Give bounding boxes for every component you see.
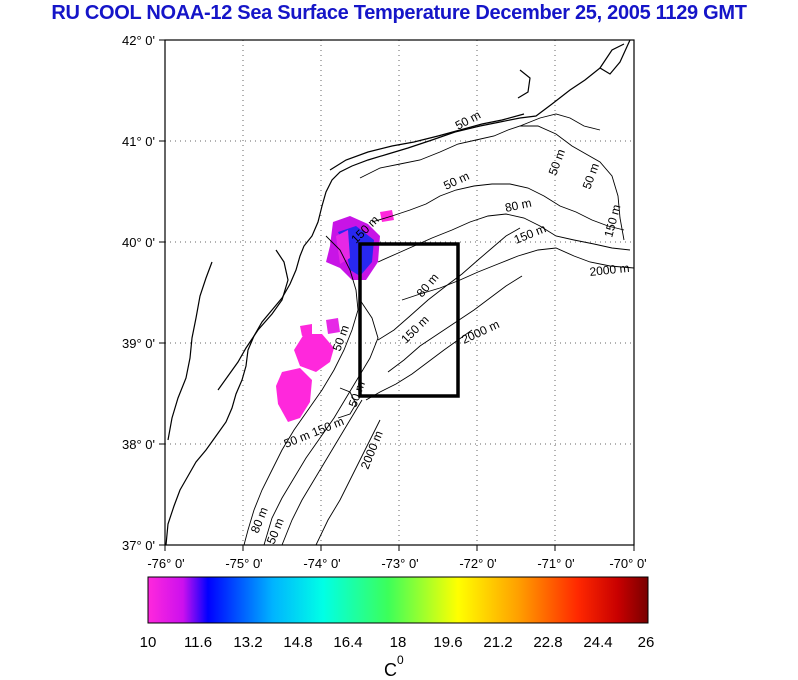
lon-label: -70° 0': [609, 556, 646, 571]
colorbar-tick-label: 13.2: [233, 634, 262, 651]
colorbar-tick-label: 26: [638, 634, 655, 651]
contour-150m-slope: [281, 399, 363, 545]
contour-label: 2000 m: [589, 261, 630, 279]
contour-80m: [371, 183, 625, 231]
lat-label: 40° 0': [122, 235, 155, 250]
colorbar-tick-label: 10: [140, 634, 157, 651]
longitude-labels: -76° 0' -75° 0' -74° 0' -73° 0' -72° 0' …: [147, 556, 646, 571]
lon-label: -75° 0': [225, 556, 262, 571]
lat-label: 39° 0': [122, 336, 155, 351]
contour-2000m-slope: [387, 275, 523, 373]
contour-shelf-ripple: [365, 329, 473, 401]
colorbar-tick-label: 16.4: [333, 634, 362, 651]
colorbar-tick-label: 24.4: [583, 634, 612, 651]
contour-bay-1: [337, 387, 357, 419]
colorbar-tick-label: 21.2: [483, 634, 512, 651]
colorbar-tick-label: 14.8: [283, 634, 312, 651]
lat-label: 41° 0': [122, 134, 155, 149]
latitude-labels: 42° 0' 41° 0' 40° 0' 39° 0' 38° 0' 37° 0…: [122, 33, 155, 553]
lat-label: 38° 0': [122, 437, 155, 452]
lon-label: -72° 0': [459, 556, 496, 571]
lon-label: -71° 0': [537, 556, 574, 571]
lon-label: -73° 0': [381, 556, 418, 571]
colorbar-ticks: 10 11.6 13.2 14.8 16.4 18 19.6 21.2 22.8…: [140, 634, 655, 651]
sst-patch-mid: [294, 334, 334, 372]
sst-patch-north-magenta: [336, 230, 350, 264]
contour-label: 80 m: [504, 196, 533, 215]
graticule: [165, 40, 634, 545]
contour-2000m: [401, 247, 634, 301]
lon-label: -76° 0': [147, 556, 184, 571]
contour-2000m-deep: [315, 419, 381, 545]
contour-80m-shelf: [263, 299, 379, 545]
lat-label: 42° 0': [122, 33, 155, 48]
map-title: RU COOL NOAA-12 Sea Surface Temperature …: [51, 2, 747, 24]
study-area-box: [358, 242, 460, 398]
coastline: [165, 40, 631, 545]
sst-patches: [276, 210, 394, 422]
colorbar-unit: C: [384, 660, 397, 680]
lon-label: -74° 0': [303, 556, 340, 571]
colorbar-tick-label: 11.6: [184, 634, 212, 651]
colorbar-unit-superscript: 0: [397, 653, 404, 667]
colorbar-tick-label: 19.6: [433, 634, 462, 651]
contour-150m-shelf: [377, 227, 521, 341]
sst-patch-south: [276, 368, 312, 422]
colorbar-tick-label: 22.8: [533, 634, 562, 651]
axis-ticks: [159, 39, 635, 551]
lat-label: 37° 0': [122, 538, 155, 553]
contour-bay-2: [519, 113, 601, 131]
sst-patch-small-2: [326, 318, 340, 334]
colorbar-tick-label: 18: [390, 634, 407, 651]
contour-50m-shelf: [243, 235, 359, 545]
colorbar: [147, 576, 649, 624]
sst-patch-small-3: [300, 324, 312, 336]
